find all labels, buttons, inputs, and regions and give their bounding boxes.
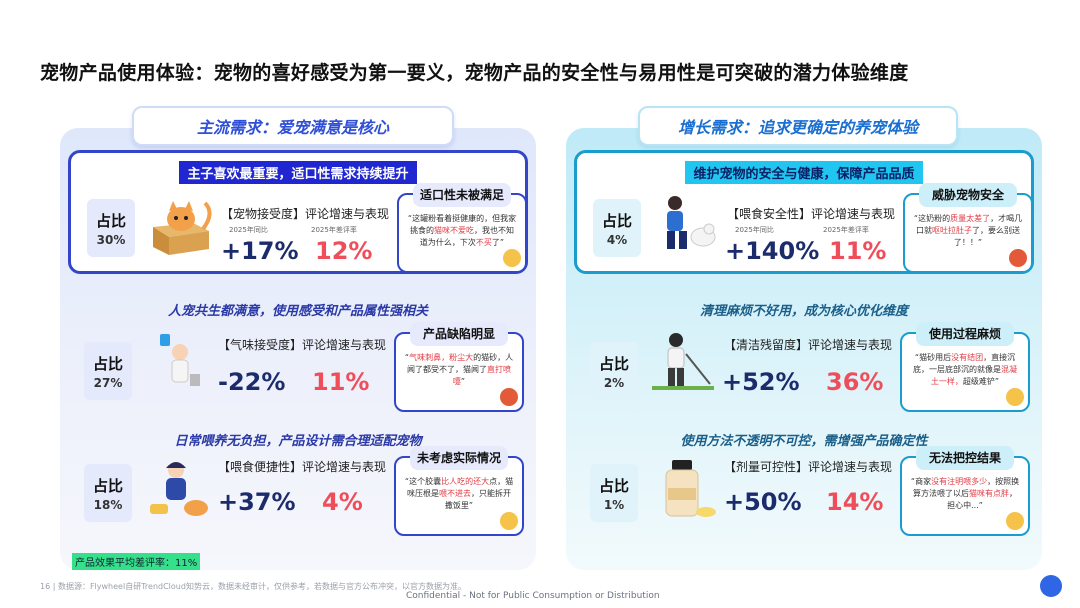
bubble-title: 使用过程麻烦 xyxy=(916,322,1014,346)
brand-logo-icon xyxy=(1040,575,1062,597)
person-with-dog-illustration xyxy=(667,196,716,249)
sad-face-icon xyxy=(503,249,521,267)
growth-value: +52% xyxy=(722,368,800,396)
metric-label: 【剂量可控性】评论增速与表现 xyxy=(724,460,893,474)
growth-demand-panel: 增长需求：追求更确定的养宠体验 维护宠物的安全与健康，保障产品品质 占比 4% 【… xyxy=(566,106,1042,570)
neg-rate-label: 2025年差评率 xyxy=(823,226,869,234)
share-box: 占比 18% xyxy=(84,464,132,522)
card-band-title: 人宠共生都满意，使用感受和产品属性强相关 xyxy=(167,304,428,319)
share-box: 占比 2% xyxy=(590,342,638,400)
average-negative-rate-badge: 产品效果平均差评率：11% xyxy=(72,553,201,570)
metric-label: 【清洁残留度】评论增速与表现 xyxy=(724,338,893,352)
card-band-title: 主子喜欢最重要，适口性需求持续提升 xyxy=(179,161,417,184)
dosage-control-card: 使用方法不透明不可控，需增强产品确定性 占比 1% 【剂量可控性】评论增速与表现 … xyxy=(574,424,1034,548)
growth-value: +140% xyxy=(725,237,820,265)
panel-header-mainstream: 主流需求：爱宠满意是核心 xyxy=(132,106,454,146)
negative-rate-value: 11% xyxy=(312,368,370,396)
metric-label: 【喂食安全性】评论增速与表现 xyxy=(727,207,896,221)
person-smell-illustration xyxy=(160,334,200,386)
bubble-title: 威胁宠物安全 xyxy=(919,183,1017,207)
share-box: 占比 27% xyxy=(84,342,132,400)
share-box: 占比 1% xyxy=(590,464,638,522)
share-value: 2% xyxy=(603,375,625,390)
card-band-title: 日常喂养无负担，产品设计需合理适配宠物 xyxy=(174,434,422,449)
review-bubble: 产品缺陷明显 “气味刺鼻，粉尘大的猫砂，人闻了都受不了，猫闻了直打喷嚏” xyxy=(394,322,524,412)
angry-face-icon xyxy=(1009,249,1027,267)
cat-in-box-illustration xyxy=(153,201,212,255)
bubble-title: 产品缺陷明显 xyxy=(410,322,508,346)
review-bubble: 威胁宠物安全 “这奶粉的质量太差了，才喝几口就呕吐拉肚子了，要么别送了！！” xyxy=(903,183,1033,273)
card-band-title: 清理麻烦不好用，成为核心优化维度 xyxy=(699,304,908,319)
metric-label: 【喂食便捷性】评论增速与表现 xyxy=(218,460,387,474)
confidential-notice: Confidential - Not for Public Consumptio… xyxy=(406,591,660,601)
review-bubble: 使用过程麻烦 “猫砂用后没有结团，直接沉底，一层底部沉的就像是混凝土一样，超级难… xyxy=(900,322,1030,412)
growth-value: -22% xyxy=(218,368,286,396)
yoy-label: 2025年同比 xyxy=(735,226,774,234)
growth-value: +37% xyxy=(218,488,296,516)
metric-label: 【宠物接受度】评论增速与表现 xyxy=(221,207,390,221)
card-band-title: 使用方法不透明不可控，需增强产品确定性 xyxy=(680,434,928,449)
sad-face-icon xyxy=(1006,512,1024,530)
review-quote: “这罐粉看着挺健康的，但我家挑食的猫咪不爱吃，我也不知道为什么，下次不买了” xyxy=(407,214,517,247)
milk-bottle-illustration xyxy=(665,460,716,517)
growth-value: +17% xyxy=(221,237,299,265)
review-quote: “商家没有注明喂多少，按照换算方法喂了以后猫咪有点胖，担心中...” xyxy=(910,477,1020,510)
review-quote: “这个胶囊比人吃的还大点，猫咪压根是喂不进去，只能拆开撒饭里” xyxy=(404,477,514,510)
cleaning-residue-card: 清理麻烦不好用，成为核心优化维度 占比 2% 【清洁残留度】评论增速与表现 +52… xyxy=(574,294,1034,418)
negative-rate-value: 36% xyxy=(826,368,884,396)
review-quote: “猫砂用后没有结团，直接沉底，一层底部沉的就像是混凝土一样，超级难铲” xyxy=(913,353,1017,386)
share-box: 占比 30% xyxy=(87,199,135,257)
negative-rate-value: 4% xyxy=(322,488,363,516)
share-value: 30% xyxy=(96,232,126,247)
feeding-convenience-card: 日常喂养无负担，产品设计需合理适配宠物 占比 18% 【喂食便捷性】评论增速与表现… xyxy=(68,424,528,548)
page-title: 宠物产品使用体验：宠物的喜好感受为第一要义，宠物产品的安全性与易用性是可突破的潜… xyxy=(40,62,909,84)
panel-header-growth: 增长需求：追求更确定的养宠体验 xyxy=(638,106,958,146)
share-value: 4% xyxy=(606,232,628,247)
review-bubble: 适口性未被满足 “这罐粉看着挺健康的，但我家挑食的猫咪不爱吃，我也不知道为什么，… xyxy=(397,183,527,273)
share-box: 占比 4% xyxy=(593,199,641,257)
share-value: 27% xyxy=(93,375,123,390)
bubble-title: 未考虑实际情况 xyxy=(410,446,508,470)
sad-face-icon xyxy=(1006,388,1024,406)
review-bubble: 无法把控结果 “商家没有注明喂多少，按照换算方法喂了以后猫咪有点胖，担心中...… xyxy=(900,446,1030,536)
growth-value: +50% xyxy=(724,488,802,516)
sad-face-icon xyxy=(500,512,518,530)
source-note: 16 | 数据源：Flywheel自研TrendCloud知势云，数据未经审计，… xyxy=(40,582,466,591)
negative-rate-value: 12% xyxy=(315,237,373,265)
feeding-safety-card: 维护宠物的安全与健康，保障产品品质 占比 4% 【喂食安全性】评论增速与表现 20… xyxy=(574,150,1034,274)
person-feeding-cat-illustration xyxy=(150,462,208,516)
share-value: 18% xyxy=(93,497,123,512)
bubble-title: 适口性未被满足 xyxy=(413,183,511,207)
share-value: 1% xyxy=(603,497,625,512)
bubble-title: 无法把控结果 xyxy=(916,446,1014,470)
scent-acceptance-card: 人宠共生都满意，使用感受和产品属性强相关 占比 27% 【气味接受度】评论增速与表… xyxy=(68,294,528,418)
pet-acceptance-card: 主子喜欢最重要，适口性需求持续提升 占比 30% 【宠物接受度】评论增速与表现 2… xyxy=(68,150,528,274)
negative-rate-value: 14% xyxy=(826,488,884,516)
metric-label: 【气味接受度】评论增速与表现 xyxy=(218,338,387,352)
review-quote: “气味刺鼻，粉尘大的猫砂，人闻了都受不了，猫闻了直打喷嚏” xyxy=(404,353,514,386)
review-bubble: 未考虑实际情况 “这个胶囊比人吃的还大点，猫咪压根是喂不进去，只能拆开撒饭里” xyxy=(394,446,524,536)
yoy-label: 2025年同比 xyxy=(229,226,268,234)
negative-rate-value: 11% xyxy=(829,237,887,265)
card-band-title: 维护宠物的安全与健康，保障产品品质 xyxy=(685,161,923,184)
angry-face-icon xyxy=(500,388,518,406)
mainstream-demand-panel: 主流需求：爱宠满意是核心 主子喜欢最重要，适口性需求持续提升 占比 30% 【宠物… xyxy=(60,106,536,570)
person-raking-illustration xyxy=(652,333,714,390)
neg-rate-label: 2025年差评率 xyxy=(311,226,357,234)
review-quote: “这奶粉的质量太差了，才喝几口就呕吐拉肚子了，要么别送了！！” xyxy=(913,214,1023,247)
